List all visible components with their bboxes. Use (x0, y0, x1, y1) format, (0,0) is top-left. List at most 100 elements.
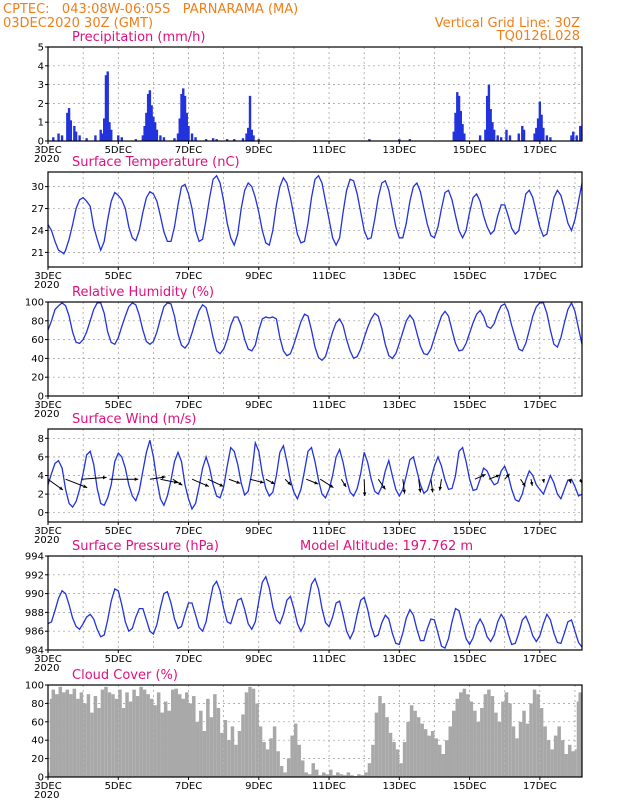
x-tick-label: 15DEC (453, 400, 487, 411)
precip-bar (103, 118, 106, 141)
cloud-cover-bar (48, 772, 50, 777)
cloud-cover-bar (466, 694, 470, 777)
y-tick-label: 5 (38, 43, 44, 54)
cloud-cover-bar (206, 698, 210, 777)
cloud-cover-bar (209, 717, 214, 777)
precip-bar (173, 138, 176, 141)
x-tick-label: 17DEC (523, 781, 557, 792)
y-tick-label: 2 (38, 490, 44, 501)
precip-bar (67, 108, 71, 141)
x-tick-label: 13DEC (382, 400, 416, 411)
cloud-cover-bar (448, 726, 453, 777)
x-year-label: 2020 (34, 280, 59, 291)
cloud-cover-bar (480, 708, 484, 777)
cloud-cover-bar (192, 696, 196, 777)
cloud-cover-bar (49, 698, 52, 777)
y-tick-label: 3 (38, 80, 44, 91)
precip-bar (257, 139, 260, 141)
wind-vector-head (259, 480, 264, 484)
wind-vector-head (495, 474, 500, 478)
pressure-series-line (48, 575, 582, 650)
cloud-cover-bar (437, 744, 442, 777)
wind-vector-head (59, 486, 63, 490)
y-tick-label: 8 (38, 434, 44, 445)
wind-vector-head (579, 479, 582, 484)
header: CPTEC: 043:08W-06:05S PARNARAMA (MA) 03D… (3, 2, 580, 44)
y-tick-label: 0 (38, 773, 44, 784)
cloud-cover-bar (525, 723, 530, 777)
wind-vector-head (83, 484, 88, 488)
y-tick-label: 21 (31, 248, 44, 259)
wind-vector-head (134, 477, 139, 481)
cloud-cover-bar (329, 769, 333, 777)
cloud-cover-bar (515, 738, 519, 777)
cloud-cover-bar (241, 714, 245, 777)
cloud-cover-bar (79, 692, 84, 777)
x-tick-label: 17DEC (523, 145, 557, 156)
cloud-cover-bar (392, 742, 396, 777)
panel-title: Relative Humidity (%) (72, 285, 214, 300)
cloud-cover-bar (146, 694, 150, 777)
cloud-cover-bar (378, 696, 382, 777)
cloud-cover-bar (272, 726, 277, 777)
x-tick-label: 5DEC (105, 654, 132, 665)
precip-bar (215, 139, 218, 141)
y-tick-label: 40 (31, 736, 44, 747)
cloud-cover-bar (476, 721, 481, 777)
cloud-cover-bar (153, 705, 157, 777)
precip-bar (579, 125, 582, 141)
y-tick-label: 0 (38, 137, 44, 148)
cloud-cover-bar (304, 772, 308, 777)
precip-bar (487, 84, 491, 141)
precip-bar (60, 135, 64, 141)
x-tick-label: 11DEC (312, 145, 346, 156)
precip-bar (575, 135, 578, 141)
x-year-label: 2020 (34, 535, 59, 546)
x-tick-label: 3DEC (34, 400, 61, 411)
cloud-cover-bar (290, 735, 294, 777)
panel-pressure: 984 986 988 990 992 994 3DEC 5DEC 7DEC 9DEC 11DEC 1… (25, 539, 583, 674)
cloud-cover-bar (185, 692, 189, 777)
x-year-label: 2020 (34, 409, 59, 420)
panel-frame (47, 301, 583, 397)
header-date: 03DEC2020 30Z (GMT) (3, 16, 153, 31)
precip-bar (146, 94, 150, 141)
precip-bar (241, 138, 245, 141)
x-tick-label: 3DEC (34, 781, 61, 792)
cloud-cover-bar (118, 689, 122, 777)
precip-bar (120, 137, 123, 141)
panel-wind: 0 2 4 6 8 3DEC 5DEC 7DEC 9DEC 11DEC 13DEC 15DEC 17DE… (34, 412, 583, 546)
precip-bar (572, 131, 575, 141)
cloud-cover-bar (128, 701, 133, 777)
cloud-cover-bar (395, 749, 400, 777)
cloud-cover-bar (297, 744, 301, 777)
precip-bar (517, 133, 520, 141)
precip-bar (478, 135, 482, 141)
precip-bar (155, 129, 159, 141)
x-tick-label: 15DEC (453, 654, 487, 665)
cloud-cover-bar (483, 694, 488, 777)
cloud-cover-bar (170, 689, 175, 777)
y-tick-label: 984 (25, 646, 44, 657)
precip-bar (183, 95, 187, 141)
precip-bar (538, 101, 542, 141)
precip-bar (248, 95, 252, 141)
x-tick-label: 7DEC (175, 145, 202, 156)
cloud-cover-bar (318, 775, 323, 777)
precip-bar (145, 112, 148, 141)
wind-vector-head (178, 481, 183, 486)
cloud-cover-bar (216, 708, 221, 777)
cloud-cover-bar (529, 703, 533, 777)
cloud-cover-bar (325, 774, 330, 777)
cloud-cover-bar (262, 742, 266, 777)
precip-bar (545, 135, 549, 141)
precip-bar (180, 94, 183, 141)
cloud-cover-bar (76, 698, 80, 777)
cloud-cover-bar (409, 705, 414, 777)
panel-title: Precipitation (mm/h) (72, 30, 205, 45)
x-tick-label: 5DEC (105, 271, 132, 282)
cloud-cover-bar (357, 774, 361, 777)
precip-bar (104, 75, 108, 141)
wind-vector-head (430, 488, 434, 493)
